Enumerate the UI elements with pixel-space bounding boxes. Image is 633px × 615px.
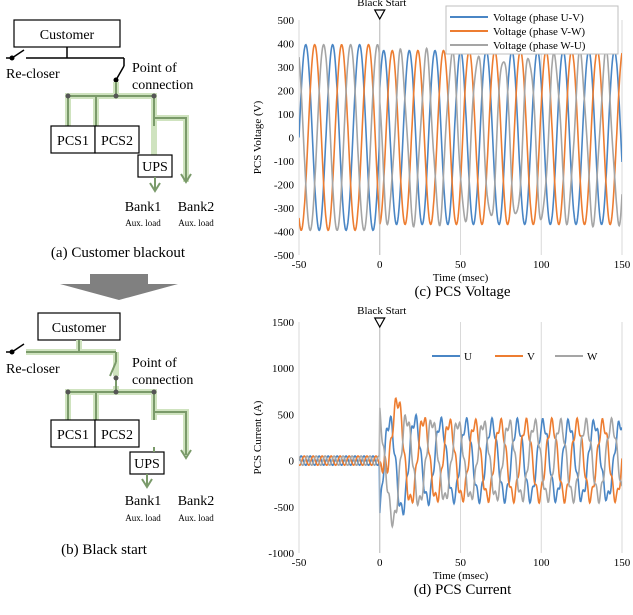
x-tick-label: 150 xyxy=(614,259,631,271)
recloser-blade xyxy=(11,49,25,59)
x-tick-label: 100 xyxy=(533,259,550,271)
y-tick-label: 500 xyxy=(278,409,295,421)
series-line-w xyxy=(299,407,622,529)
legend-label: Voltage (phase V-W) xyxy=(493,26,585,38)
y-tick-label: -200 xyxy=(274,180,295,192)
pcs1-label: PCS1 xyxy=(57,428,89,443)
y-tick-label: 1500 xyxy=(272,317,295,329)
pcs2-box xyxy=(94,125,140,154)
y-axis-title: PCS Voltage (V) xyxy=(252,100,264,174)
legend-label: U xyxy=(464,351,472,363)
customer-box xyxy=(13,19,121,48)
x-tick-label: 0 xyxy=(377,557,383,569)
recloser-blade xyxy=(11,343,25,353)
poc-label-line2: connection xyxy=(132,373,193,388)
customer-label: Customer xyxy=(40,28,95,43)
chart-caption: (d) PCS Current xyxy=(414,582,512,598)
y-tick-label: 0 xyxy=(289,133,295,145)
y-tick-label: -500 xyxy=(274,250,295,262)
plot-area xyxy=(299,396,622,529)
caption-a: (a) Customer blackout xyxy=(51,245,186,261)
x-axis-title: Time (msec) xyxy=(433,570,489,582)
customer-box xyxy=(37,312,121,341)
wire-green xyxy=(26,340,187,455)
poc-blade xyxy=(109,361,117,377)
black-start-label: Black Start xyxy=(357,0,406,9)
y-tick-label: -1000 xyxy=(268,548,294,560)
black-start-marker-icon xyxy=(373,317,386,329)
pcs1-label: PCS1 xyxy=(57,134,89,149)
series-line-voltage-phase-w-u- xyxy=(299,43,622,232)
poc-label-line1: Point of xyxy=(132,61,177,76)
y-tick-label: 0 xyxy=(289,456,295,468)
x-axis-title: Time (msec) xyxy=(433,272,489,284)
y-tick-label: 500 xyxy=(278,15,295,27)
y-tick-label: -400 xyxy=(274,227,295,239)
series-line-u xyxy=(299,412,622,516)
bank2-label: Bank2 xyxy=(178,494,215,509)
recloser-label: Re-closer xyxy=(6,362,60,377)
y-axis-title: PCS Current (A) xyxy=(252,400,264,474)
poc-label-line1: Point of xyxy=(132,356,177,371)
diagram-black-start: Customer Re-closer Point of connection P… xyxy=(6,312,215,558)
legend-label: Voltage (phase U-V) xyxy=(493,12,584,24)
poc-blade xyxy=(115,65,125,81)
recloser-label: Re-closer xyxy=(6,67,60,82)
customer-label: Customer xyxy=(52,321,107,336)
x-tick-label: 0 xyxy=(377,259,383,271)
y-tick-label: 200 xyxy=(278,86,295,98)
node-dot xyxy=(65,93,71,99)
node-dot xyxy=(113,93,119,99)
node-dot xyxy=(65,389,71,395)
aux1-label: Aux. load xyxy=(125,218,161,228)
legend-label: W xyxy=(587,351,598,363)
x-tick-label: 100 xyxy=(533,557,550,569)
poc-label-line2: connection xyxy=(132,78,193,93)
y-tick-label: 300 xyxy=(278,62,295,74)
bank1-label: Bank1 xyxy=(125,200,162,215)
poc-pivot xyxy=(113,77,119,83)
aux1-label: Aux. load xyxy=(125,513,161,523)
y-tick-label: 1000 xyxy=(272,363,295,375)
node-dot xyxy=(151,389,157,395)
bank1-label: Bank1 xyxy=(125,494,162,509)
aux2-label: Aux. load xyxy=(178,218,214,228)
node-dot xyxy=(151,93,157,99)
y-tick-label: 400 xyxy=(278,39,295,51)
diagram-customer-blackout: Customer Re-closer Point of connection P… xyxy=(6,19,215,261)
ups-label: UPS xyxy=(134,457,160,472)
pcs2-label: PCS2 xyxy=(101,428,133,443)
node-dot xyxy=(113,389,119,395)
poc-pivot xyxy=(113,375,119,381)
arrow-bank2 xyxy=(180,173,192,184)
legend-label: Voltage (phase W-U) xyxy=(493,40,586,52)
caption-b: (b) Black start xyxy=(61,542,148,558)
ups-label: UPS xyxy=(142,160,168,175)
x-tick-label: -50 xyxy=(292,557,307,569)
bank2-label: Bank2 xyxy=(178,200,215,215)
x-tick-label: 50 xyxy=(455,259,467,271)
y-tick-label: -100 xyxy=(274,156,295,168)
arrow-bank2 xyxy=(180,449,192,460)
transition-arrow-icon xyxy=(60,274,178,300)
black-start-marker-icon xyxy=(373,9,386,21)
aux2-label: Aux. load xyxy=(178,513,214,523)
y-tick-label: 100 xyxy=(278,109,295,121)
chart-caption: (c) PCS Voltage xyxy=(414,284,510,300)
y-tick-label: -500 xyxy=(274,502,295,514)
pcs1-box xyxy=(50,419,96,448)
arrow-bank1 xyxy=(149,182,161,193)
pcs2-label: PCS2 xyxy=(101,134,133,149)
x-tick-label: 50 xyxy=(455,557,467,569)
x-tick-label: -50 xyxy=(292,259,307,271)
chart-pcs-voltage: -50 0 50 100 150-500-400-300-200-10001002003… xyxy=(252,0,631,300)
black-start-label: Black Start xyxy=(357,305,406,317)
x-tick-label: 150 xyxy=(614,557,631,569)
arrow-bank1 xyxy=(141,478,153,489)
pcs2-box xyxy=(94,419,140,448)
legend-label: V xyxy=(527,351,535,363)
y-tick-label: -300 xyxy=(274,203,295,215)
